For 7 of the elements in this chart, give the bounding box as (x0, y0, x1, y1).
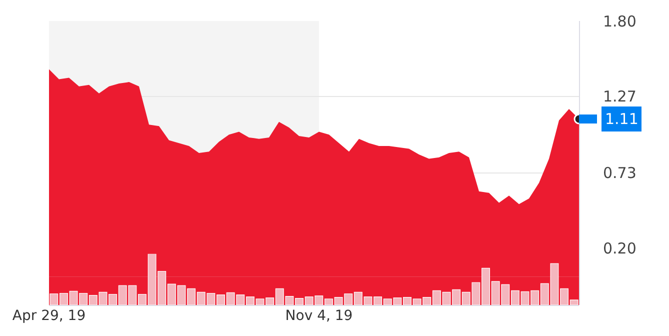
y-tick-label: 1.27 (603, 88, 636, 106)
x-tick-label: Nov 4, 19 (285, 308, 353, 324)
annotation: 1.11 (605, 110, 638, 128)
x-tick-label: Apr 29, 19 (12, 308, 86, 324)
y-tick-label: 0.20 (603, 239, 636, 258)
y-tick-label: 0.73 (603, 164, 636, 182)
y-tick-label: 1.80 (603, 12, 636, 30)
